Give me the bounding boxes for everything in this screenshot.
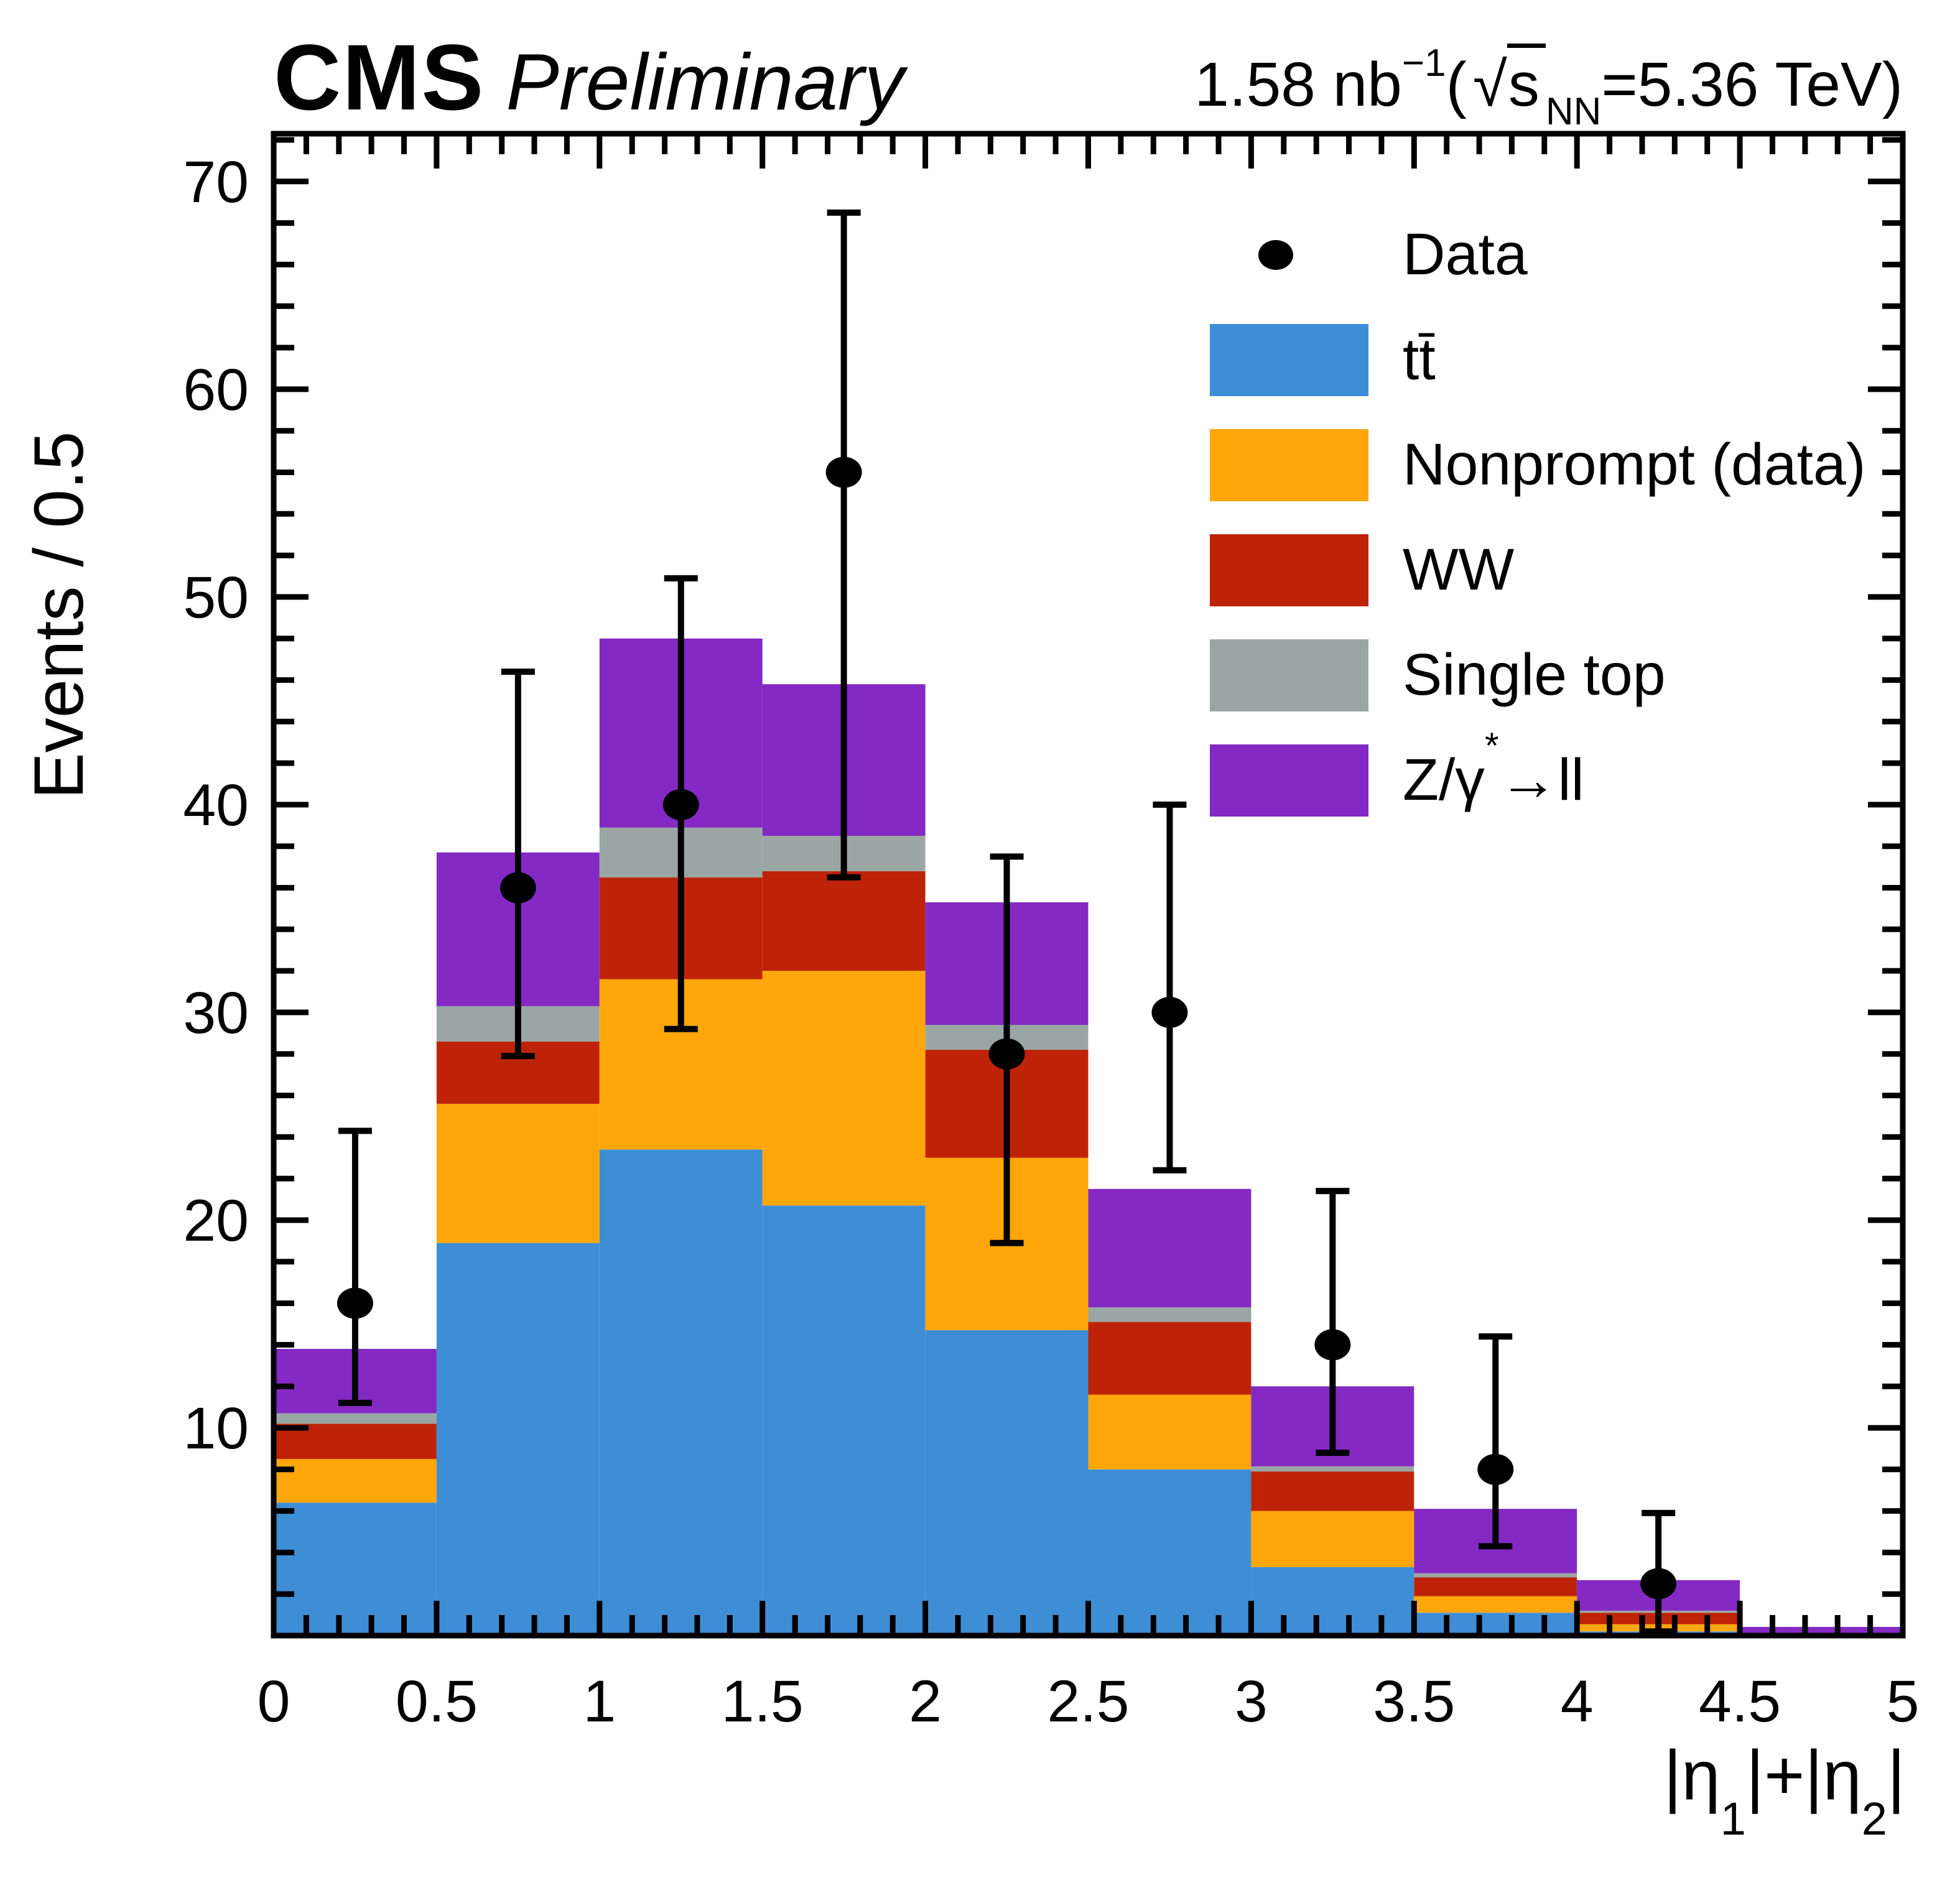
bar-nonprompt — [1088, 1394, 1252, 1470]
cms-logo-text: CMS — [274, 25, 485, 129]
x-tick-label: 0 — [258, 1669, 290, 1734]
x-axis-title: |η1|+|η2| — [1663, 1736, 1905, 1845]
bar-nonprompt — [762, 971, 926, 1206]
legend-entry-data: Data — [1210, 202, 1866, 307]
bar-ttbar — [1251, 1567, 1414, 1636]
legend-swatch-ww — [1210, 534, 1368, 606]
bar-ttbar — [436, 1243, 600, 1636]
bar-ttbar — [1414, 1613, 1577, 1636]
bar-ttbar — [762, 1205, 926, 1636]
x-tick-label: 0.5 — [396, 1669, 478, 1734]
y-tick-label: 60 — [183, 357, 249, 423]
y-tick-label: 40 — [183, 772, 249, 838]
bar-single-top — [274, 1413, 437, 1424]
bar-ttbar — [925, 1330, 1089, 1636]
bar-ww — [1088, 1322, 1252, 1395]
sqrt-s: s — [1507, 44, 1546, 121]
data-point — [1477, 1333, 1514, 1550]
bar-ww — [1251, 1471, 1414, 1511]
legend-swatch-cell — [1210, 323, 1403, 396]
x-tick-label: 2 — [909, 1669, 942, 1734]
bar-single-top — [1088, 1307, 1252, 1322]
bar-ww — [1414, 1577, 1577, 1596]
data-point — [988, 853, 1025, 1246]
legend-swatch-ttbar — [1210, 323, 1368, 396]
legend-entry-ttbar: tt̄ — [1210, 307, 1866, 412]
data-marker — [1477, 1453, 1514, 1485]
bar-z-gamma-ll — [1088, 1188, 1252, 1308]
x-tick-label: 3.5 — [1373, 1669, 1455, 1734]
bar-nonprompt — [1414, 1596, 1577, 1613]
legend-marker-cell — [1210, 239, 1403, 270]
data-point — [1314, 1188, 1351, 1456]
y-tick-label: 20 — [183, 1188, 249, 1254]
lumi-exponent: −1 — [1401, 42, 1446, 85]
data-marker — [662, 789, 699, 820]
bar-single-top — [1414, 1573, 1577, 1578]
bar-single-top — [1251, 1466, 1414, 1472]
legend-label-z-gamma-ll: Z/γ*→ll — [1403, 726, 1584, 813]
bar-ttbar — [274, 1503, 437, 1636]
legend-swatch-cell — [1210, 639, 1403, 711]
preliminary-label: Preliminary — [506, 38, 904, 127]
x-tick-label: 1 — [583, 1669, 616, 1734]
sqrt-icon: √ — [1472, 50, 1507, 119]
data-marker — [499, 872, 536, 904]
data-point — [825, 209, 862, 881]
y-tick-label: 10 — [183, 1396, 249, 1461]
bar-ttbar — [1088, 1469, 1252, 1636]
lumi-value: 1.58 nb — [1194, 50, 1402, 119]
x-tick-label: 3 — [1235, 1669, 1268, 1734]
bar-ttbar — [599, 1149, 763, 1636]
legend-swatch-cell — [1210, 534, 1403, 606]
legend-label-data: Data — [1403, 221, 1528, 287]
legend-swatch-nonprompt — [1210, 428, 1368, 501]
legend-swatch-z-gamma-ll — [1210, 744, 1368, 817]
x-tick-label: 4.5 — [1699, 1669, 1781, 1734]
data-marker — [825, 456, 862, 488]
x-tick-label: 1.5 — [722, 1669, 804, 1734]
legend-label-ttbar: tt̄ — [1403, 326, 1436, 392]
legend-label-nonprompt: Nonprompt (data) — [1403, 432, 1866, 498]
data-marker — [337, 1287, 373, 1319]
legend: Data tt̄ Nonprompt (data) WW Single top Z/γ*→… — [1210, 202, 1866, 833]
legend-label-single-top: Single top — [1403, 642, 1666, 708]
legend-swatch-cell — [1210, 744, 1403, 817]
y-tick-label: 50 — [183, 565, 249, 631]
data-marker — [1151, 996, 1188, 1028]
legend-swatch-cell — [1210, 428, 1403, 501]
y-tick-label: 70 — [183, 149, 249, 215]
sqrt-subscript: NN — [1545, 90, 1602, 133]
data-point — [1640, 1509, 1677, 1635]
data-point — [662, 575, 699, 1032]
legend-entry-single-top: Single top — [1210, 623, 1866, 728]
bar-nonprompt — [274, 1459, 437, 1503]
x-tick-label: 5 — [1887, 1669, 1920, 1734]
legend-label-ww: WW — [1403, 537, 1515, 603]
data-marker — [988, 1038, 1025, 1070]
data-marker-icon — [1258, 239, 1293, 270]
plot-header: CMS Preliminary — [274, 24, 904, 131]
y-tick-label: 30 — [183, 980, 249, 1046]
data-point — [1151, 801, 1188, 1174]
energy-value: =5.36 TeV) — [1601, 50, 1903, 119]
bar-ww — [762, 871, 926, 971]
bar-nonprompt — [1251, 1511, 1414, 1567]
bar-nonprompt — [436, 1103, 600, 1243]
x-tick-label: 4 — [1561, 1669, 1594, 1734]
legend-entry-nonprompt: Nonprompt (data) — [1210, 412, 1866, 517]
x-tick-label: 2.5 — [1047, 1669, 1129, 1734]
data-point — [499, 669, 536, 1060]
legend-entry-z-gamma-ll: Z/γ*→ll — [1210, 726, 1866, 833]
legend-swatch-single-top — [1210, 639, 1368, 711]
y-axis-title: Events / 0.5 — [20, 431, 98, 799]
data-point — [337, 1128, 373, 1406]
data-marker — [1640, 1568, 1677, 1600]
luminosity-label: 1.58 nb −1 (√ s NN =5.36 TeV) — [1194, 42, 1903, 133]
legend-entry-ww: WW — [1210, 517, 1866, 623]
data-marker — [1314, 1329, 1351, 1361]
